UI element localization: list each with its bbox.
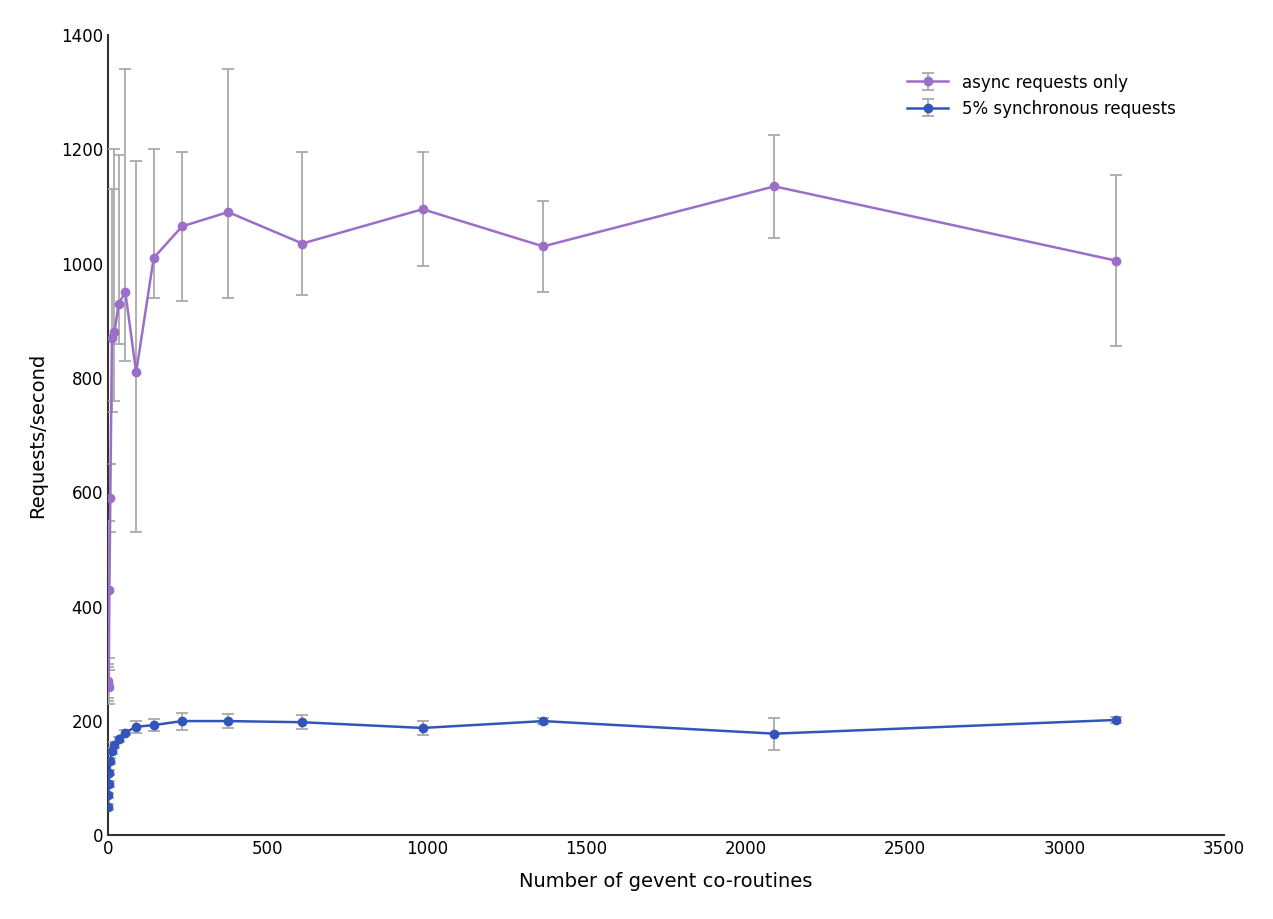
- X-axis label: Number of gevent co-routines: Number of gevent co-routines: [519, 872, 812, 891]
- Legend: async requests only, 5% synchronous requests: async requests only, 5% synchronous requ…: [900, 67, 1183, 125]
- Y-axis label: Requests/second: Requests/second: [28, 353, 47, 517]
